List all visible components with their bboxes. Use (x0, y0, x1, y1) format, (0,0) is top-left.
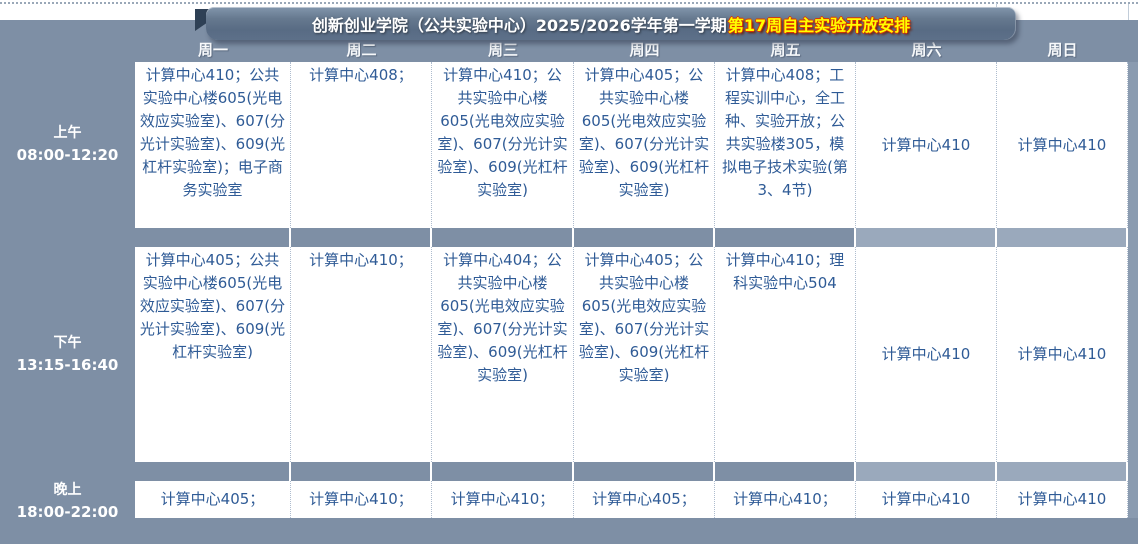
schedule-cell-sun-ev: 计算中心410 (997, 481, 1128, 518)
schedule-cell-wed-am: 计算中心410；公共实验中心楼605(光电效应实验室)、607(分光计实验室)、… (432, 62, 574, 228)
column-tick (996, 3, 997, 8)
schedule-row-evening: 计算中心405； 计算中心410； 计算中心410； 计算中心405； 计算中心… (135, 481, 1128, 518)
schedule-cell-fri-pm: 计算中心410；理科实验中心504 (715, 247, 856, 462)
schedule-cell-mon-am: 计算中心410；公共实验中心楼605(光电效应实验室)、607(分光计实验室)、… (135, 62, 291, 228)
day-header-mon: 周一 (197, 40, 228, 59)
schedule-cell-tue-ev: 计算中心410； (291, 481, 432, 518)
top-dashed-divider (0, 2, 1138, 4)
period-name: 上午 (53, 125, 82, 141)
schedule-cell-fri-ev: 计算中心410； (715, 481, 856, 518)
day-header-thu: 周四 (629, 40, 660, 59)
schedule-row-morning: 计算中心410；公共实验中心楼605(光电效应实验室)、607(分光计实验室)、… (135, 62, 1128, 228)
column-tick (1128, 4, 1129, 20)
schedule-cell-thu-pm: 计算中心405；公共实验中心楼605(光电效应实验室)、607(分光计实验室)、… (574, 247, 715, 462)
title-bar: 创新创业学院（公共实验中心）2025/2026学年第一学期 第17周自主实验开放安… (206, 7, 1016, 40)
schedule-cell-sun-pm: 计算中心410 (997, 247, 1128, 462)
schedule-cell-sat-am: 计算中心410 (856, 62, 997, 228)
separator-cell (291, 228, 432, 247)
bottom-band (0, 518, 1138, 544)
period-name: 晚上 (53, 482, 82, 498)
schedule-cell-sun-am: 计算中心410 (997, 62, 1128, 228)
schedule-cell-mon-ev: 计算中心405； (135, 481, 291, 518)
period-name: 下午 (53, 335, 82, 351)
time-period-sidebar (0, 62, 135, 544)
schedule-cell-sat-ev: 计算中心410 (856, 481, 997, 518)
period-time: 18:00-22:00 (16, 503, 119, 521)
schedule-cell-mon-pm: 计算中心405；公共实验中心楼605(光电效应实验室)、607(分光计实验室)、… (135, 247, 291, 462)
separator-cell (715, 228, 856, 247)
separator-cell (574, 462, 715, 481)
schedule-cell-wed-ev: 计算中心410； (432, 481, 574, 518)
separator-row (135, 462, 1128, 481)
day-header-sat: 周六 (911, 40, 942, 59)
period-label-morning: 上午 08:00-12:20 (0, 123, 135, 166)
page-title-highlight: 第17周自主实验开放安排 (727, 15, 911, 35)
separator-cell (997, 462, 1128, 481)
day-header-wed: 周三 (487, 40, 518, 59)
schedule-cell-wed-pm: 计算中心404；公共实验中心楼605(光电效应实验室)、607(分光计实验室)、… (432, 247, 574, 462)
separator-cell (715, 462, 856, 481)
schedule-cell-thu-am: 计算中心405；公共实验中心楼605(光电效应实验室)、607(分光计实验室)、… (574, 62, 715, 228)
day-header-tue: 周二 (346, 40, 377, 59)
period-label-evening: 晚上 18:00-22:00 (0, 480, 135, 523)
day-header-fri: 周五 (770, 40, 801, 59)
schedule-row-afternoon: 计算中心405；公共实验中心楼605(光电效应实验室)、607(分光计实验室)、… (135, 247, 1128, 462)
separator-cell (432, 228, 574, 247)
separator-cell (135, 462, 291, 481)
schedule-cell-sat-pm: 计算中心410 (856, 247, 997, 462)
separator-row (135, 228, 1128, 247)
schedule-cell-tue-pm: 计算中心410； (291, 247, 432, 462)
period-label-afternoon: 下午 13:15-16:40 (0, 333, 135, 376)
day-header-row: 周一 周二 周三 周四 周五 周六 周日 (135, 36, 1128, 62)
period-time: 13:15-16:40 (16, 356, 119, 374)
separator-cell (574, 228, 715, 247)
separator-cell (432, 462, 574, 481)
separator-cell (856, 462, 997, 481)
separator-cell (856, 228, 997, 247)
schedule-cell-tue-am: 计算中心408； (291, 62, 432, 228)
day-header-sun: 周日 (1047, 40, 1078, 59)
separator-cell (291, 462, 432, 481)
schedule-cell-thu-ev: 计算中心405； (574, 481, 715, 518)
schedule-cell-fri-am: 计算中心408；工程实训中心，全工种、实验开放；公共实验楼305，模拟电子技术实… (715, 62, 856, 228)
period-time: 08:00-12:20 (16, 146, 119, 164)
right-edge-strip (1128, 62, 1138, 518)
separator-cell (135, 228, 291, 247)
page-title: 创新创业学院（公共实验中心）2025/2026学年第一学期 (311, 15, 727, 35)
separator-cell (997, 228, 1128, 247)
